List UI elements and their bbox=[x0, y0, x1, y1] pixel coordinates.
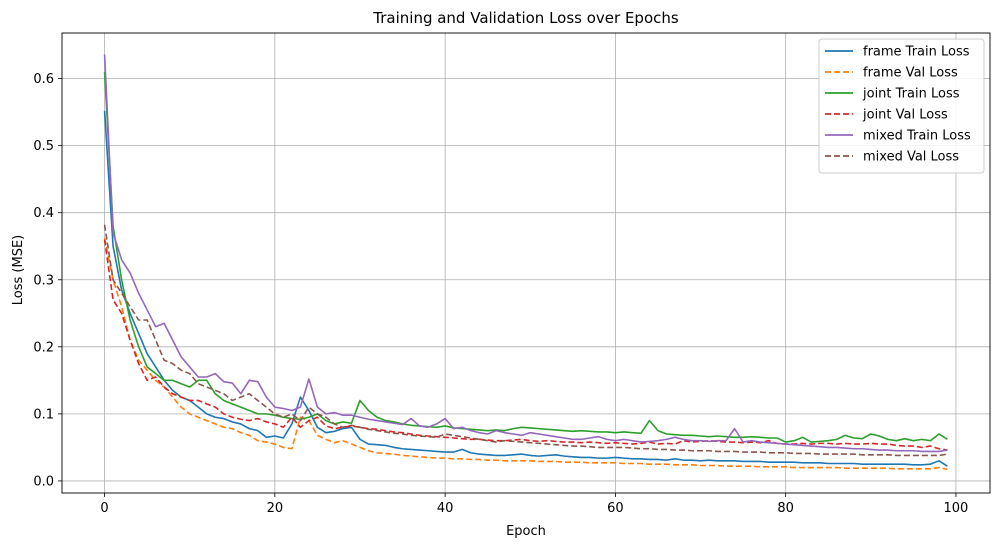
legend-box bbox=[818, 38, 985, 174]
y-tick-label: 0.0 bbox=[33, 474, 54, 489]
y-tick-label: 0.4 bbox=[33, 206, 54, 221]
series-line-3 bbox=[103, 239, 948, 451]
axes-frame bbox=[61, 32, 991, 494]
y-tick-label: 0.3 bbox=[33, 273, 54, 288]
series-line-2 bbox=[103, 71, 948, 443]
y-tick-label: 0.6 bbox=[33, 72, 54, 87]
series-line-0 bbox=[103, 110, 948, 467]
y-axis-title: Loss (MSE) bbox=[11, 235, 26, 305]
legend-label-5: mixed Val Loss bbox=[863, 150, 959, 165]
x-tick-label: 40 bbox=[437, 501, 454, 516]
x-tick-label: 0 bbox=[100, 501, 108, 516]
chart-title: Training and Validation Loss over Epochs bbox=[372, 9, 679, 27]
legend-label-0: frame Train Loss bbox=[863, 45, 970, 60]
y-tick-label: 0.5 bbox=[33, 139, 54, 154]
legend: frame Train Loss frame Val Loss joint Trai… bbox=[818, 38, 985, 174]
series-line-4 bbox=[103, 54, 948, 453]
y-tick-label: 0.1 bbox=[33, 407, 54, 422]
x-tick-label: 20 bbox=[267, 501, 284, 516]
x-tick-label: 60 bbox=[607, 501, 624, 516]
x-axis-title: Epoch bbox=[506, 524, 546, 539]
legend-label-1: frame Val Loss bbox=[863, 66, 958, 81]
legend-label-4: mixed Train Loss bbox=[863, 129, 971, 144]
series-line-5 bbox=[103, 224, 948, 457]
x-tick-label: 100 bbox=[944, 501, 969, 516]
x-tick-label: 80 bbox=[777, 501, 794, 516]
legend-label-3: joint Val Loss bbox=[862, 108, 948, 123]
plot-area: 0 20 40 60 80 100 0.0 0.1 0.2 0.3 0.4 0.5 0.6 bbox=[33, 32, 991, 516]
y-tick-label: 0.2 bbox=[33, 340, 54, 355]
legend-label-2: joint Train Loss bbox=[862, 87, 960, 102]
series-line-1 bbox=[103, 238, 948, 471]
